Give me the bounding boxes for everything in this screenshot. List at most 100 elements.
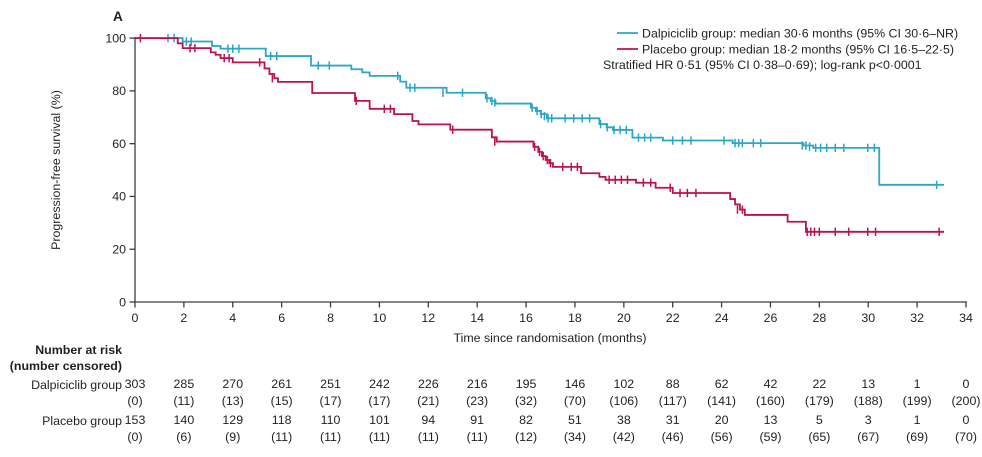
risk-row-label-placebo: Placebo group xyxy=(42,414,122,428)
panel-label: A xyxy=(113,9,123,24)
censored-value-dalpiciclib: (11) xyxy=(173,394,194,408)
censored-value-placebo: (70) xyxy=(955,430,977,444)
risk-value-dalpiciclib: 303 xyxy=(125,377,146,391)
risk-value-placebo: 1 xyxy=(914,413,921,427)
censored-value-dalpiciclib: (21) xyxy=(417,394,439,408)
censored-value-placebo: (56) xyxy=(711,430,733,444)
censored-value-placebo: (12) xyxy=(515,430,537,444)
risk-values: 303 285 270 261 251 242 226 216 195 146 102 88 62 42 2… xyxy=(125,377,981,444)
y-tick-label: 20 xyxy=(112,243,126,257)
censored-value-placebo: (69) xyxy=(906,430,928,444)
risk-value-placebo: 91 xyxy=(470,413,484,427)
risk-value-dalpiciclib: 251 xyxy=(320,377,341,391)
risk-value-placebo: 118 xyxy=(272,413,292,427)
legend: Dalpiciclib group: median 30·6 months (9… xyxy=(603,27,958,73)
censored-value-dalpiciclib: (0) xyxy=(127,394,142,408)
censored-value-placebo: (11) xyxy=(467,430,488,444)
risk-table-header-2: (number censored) xyxy=(10,359,122,373)
risk-value-placebo: 110 xyxy=(321,413,341,427)
censored-value-dalpiciclib: (188) xyxy=(854,394,883,408)
y-tick-label: 60 xyxy=(112,137,126,151)
risk-value-placebo: 94 xyxy=(421,413,435,427)
legend-label-placebo: Placebo group: median 18·2 months (95% C… xyxy=(642,43,954,57)
risk-value-placebo: 153 xyxy=(125,413,146,427)
axes: 0 2 4 6 8 10 12 14 16 18 20 22 24 26 28 30 32 34020406080… xyxy=(105,31,973,325)
risk-table-header-1: Number at risk xyxy=(35,343,122,357)
censored-value-placebo: (11) xyxy=(369,430,390,444)
censored-value-dalpiciclib: (13) xyxy=(222,394,244,408)
risk-value-placebo: 51 xyxy=(568,413,582,427)
km-curve-placebo xyxy=(135,37,945,233)
risk-value-placebo: 38 xyxy=(617,413,631,427)
x-tick-label: 8 xyxy=(327,311,334,325)
risk-value-dalpiciclib: 242 xyxy=(369,377,390,391)
risk-value-dalpiciclib: 13 xyxy=(861,377,875,391)
risk-value-dalpiciclib: 88 xyxy=(666,377,680,391)
x-tick-label: 28 xyxy=(812,311,826,325)
risk-value-placebo: 0 xyxy=(963,413,970,427)
censored-value-placebo: (67) xyxy=(857,430,879,444)
risk-value-dalpiciclib: 102 xyxy=(613,377,634,391)
km-series-placebo xyxy=(135,33,945,237)
survival-curves xyxy=(135,33,945,237)
risk-value-dalpiciclib: 195 xyxy=(516,377,537,391)
censored-value-placebo: (46) xyxy=(662,430,684,444)
censored-value-placebo: (42) xyxy=(613,430,635,444)
risk-value-dalpiciclib: 261 xyxy=(271,377,292,391)
censored-value-placebo: (11) xyxy=(418,430,439,444)
risk-value-placebo: 101 xyxy=(369,413,390,427)
censored-value-placebo: (6) xyxy=(176,430,191,444)
censored-value-dalpiciclib: (200) xyxy=(952,394,981,408)
risk-value-placebo: 20 xyxy=(715,413,729,427)
x-tick-label: 30 xyxy=(861,311,875,325)
censored-value-dalpiciclib: (15) xyxy=(271,394,293,408)
risk-value-dalpiciclib: 146 xyxy=(565,377,586,391)
risk-value-dalpiciclib: 0 xyxy=(963,377,970,391)
x-tick-label: 6 xyxy=(278,311,285,325)
risk-value-dalpiciclib: 285 xyxy=(174,377,195,391)
y-tick-label: 40 xyxy=(112,190,126,204)
censored-value-dalpiciclib: (141) xyxy=(707,394,736,408)
risk-table: Number at risk (number censored) Dalpici… xyxy=(10,343,981,444)
censored-value-dalpiciclib: (32) xyxy=(515,394,537,408)
censored-value-dalpiciclib: (179) xyxy=(805,394,834,408)
censored-value-placebo: (11) xyxy=(271,430,292,444)
risk-value-placebo: 5 xyxy=(816,413,823,427)
censored-value-dalpiciclib: (117) xyxy=(659,394,687,408)
km-series-dalpiciclib xyxy=(135,33,945,190)
x-tick-label: 0 xyxy=(132,311,139,325)
censored-value-dalpiciclib: (17) xyxy=(368,394,390,408)
risk-value-placebo: 129 xyxy=(222,413,243,427)
censored-value-placebo: (11) xyxy=(320,430,341,444)
risk-value-placebo: 3 xyxy=(865,413,872,427)
censored-value-dalpiciclib: (70) xyxy=(564,394,586,408)
x-tick-label: 2 xyxy=(180,311,187,325)
x-tick-label: 4 xyxy=(229,311,236,325)
x-tick-label: 18 xyxy=(568,311,582,325)
risk-value-dalpiciclib: 270 xyxy=(222,377,243,391)
legend-label-dalpiciclib: Dalpiciclib group: median 30·6 months (9… xyxy=(642,27,958,41)
censored-value-dalpiciclib: (23) xyxy=(466,394,488,408)
y-tick-label: 100 xyxy=(105,31,126,45)
x-tick-label: 14 xyxy=(470,311,484,325)
x-tick-label: 10 xyxy=(373,311,387,325)
censored-value-dalpiciclib: (199) xyxy=(903,394,932,408)
x-tick-label: 24 xyxy=(715,311,729,325)
censored-value-placebo: (9) xyxy=(225,430,240,444)
x-tick-label: 20 xyxy=(617,311,631,325)
censored-value-placebo: (65) xyxy=(808,430,830,444)
y-tick-label: 80 xyxy=(112,84,126,98)
risk-value-dalpiciclib: 216 xyxy=(467,377,488,391)
risk-value-placebo: 140 xyxy=(174,413,195,427)
risk-value-placebo: 82 xyxy=(519,413,533,427)
censored-value-placebo: (59) xyxy=(759,430,781,444)
censored-value-dalpiciclib: (106) xyxy=(609,394,638,408)
x-tick-label: 12 xyxy=(421,311,435,325)
risk-value-dalpiciclib: 62 xyxy=(715,377,729,391)
risk-value-placebo: 31 xyxy=(666,413,680,427)
x-tick-label: 22 xyxy=(666,311,680,325)
risk-value-dalpiciclib: 226 xyxy=(418,377,439,391)
y-tick-label: 0 xyxy=(119,295,126,309)
risk-value-dalpiciclib: 42 xyxy=(764,377,778,391)
